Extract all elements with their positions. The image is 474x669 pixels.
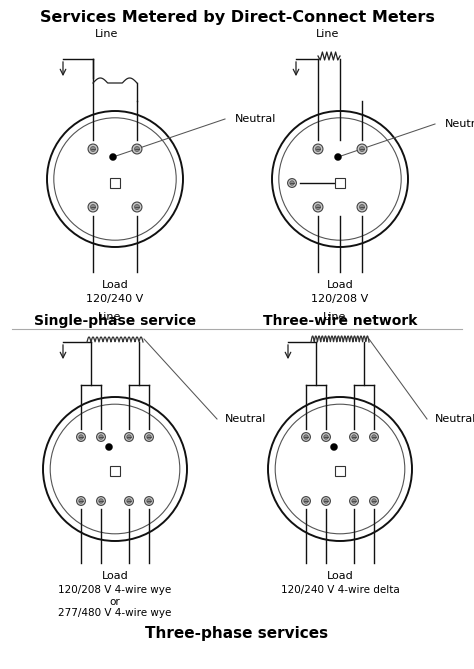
Circle shape [304,435,308,440]
Circle shape [88,144,98,154]
Circle shape [301,433,310,442]
Circle shape [47,111,183,247]
Text: Neutral: Neutral [445,119,474,129]
Circle shape [97,433,105,442]
Text: Load: Load [327,571,354,581]
Text: Single-phase service: Single-phase service [34,314,196,328]
Circle shape [321,433,330,442]
Text: Load: Load [327,280,354,290]
Circle shape [350,433,358,442]
Bar [110,466,120,476]
Bar [110,178,120,188]
Circle shape [79,499,83,503]
Circle shape [127,499,131,503]
Circle shape [313,144,323,154]
Circle shape [145,496,154,505]
Circle shape [357,202,367,212]
Circle shape [99,499,103,503]
Circle shape [370,496,378,505]
Bar [335,466,345,476]
Circle shape [135,147,139,151]
Circle shape [147,499,151,503]
Circle shape [97,496,105,505]
Circle shape [304,499,308,503]
Text: Services Metered by Direct-Connect Meters: Services Metered by Direct-Connect Meter… [39,10,435,25]
Circle shape [145,433,154,442]
Circle shape [370,433,378,442]
Circle shape [352,435,356,440]
Text: Line: Line [323,312,346,322]
Text: Line: Line [98,312,122,322]
Circle shape [147,435,151,440]
Circle shape [316,147,320,151]
Circle shape [316,205,320,209]
Text: Neutral: Neutral [225,414,266,424]
Circle shape [324,499,328,503]
Text: 120/240 V: 120/240 V [86,294,144,304]
Circle shape [272,111,408,247]
Circle shape [321,496,330,505]
Circle shape [350,496,358,505]
Circle shape [275,404,405,534]
Circle shape [290,181,294,185]
Circle shape [77,433,85,442]
Text: 120/208 V: 120/208 V [311,294,369,304]
Circle shape [91,147,96,151]
Circle shape [125,433,133,442]
Text: 120/240 V 4-wire delta: 120/240 V 4-wire delta [281,585,400,595]
Circle shape [301,496,310,505]
Circle shape [54,118,176,240]
Circle shape [279,118,401,240]
Circle shape [359,147,365,151]
Text: Load: Load [101,571,128,581]
Circle shape [335,153,341,161]
Circle shape [372,499,376,503]
Text: Neutral: Neutral [235,114,276,124]
Circle shape [106,444,112,450]
Text: Load: Load [101,280,128,290]
Circle shape [268,397,412,541]
Circle shape [50,404,180,534]
Circle shape [125,496,133,505]
Circle shape [88,202,98,212]
Circle shape [127,435,131,440]
Circle shape [372,435,376,440]
Circle shape [132,144,142,154]
Text: 120/208 V 4-wire wye
or
277/480 V 4-wire wye: 120/208 V 4-wire wye or 277/480 V 4-wire… [58,585,172,618]
Text: Three-wire network: Three-wire network [263,314,417,328]
Circle shape [91,205,96,209]
Circle shape [357,144,367,154]
Text: Neutral: Neutral [435,414,474,424]
Circle shape [324,435,328,440]
Circle shape [77,496,85,505]
Circle shape [79,435,83,440]
Text: Line: Line [316,29,340,39]
Circle shape [99,435,103,440]
Circle shape [43,397,187,541]
Circle shape [352,499,356,503]
Bar [335,178,345,188]
Circle shape [313,202,323,212]
Text: Three-phase services: Three-phase services [146,626,328,641]
Circle shape [359,205,365,209]
Circle shape [132,202,142,212]
Circle shape [330,444,337,450]
Circle shape [109,153,117,161]
Circle shape [135,205,139,209]
Text: Line: Line [95,29,118,39]
Circle shape [288,179,296,187]
